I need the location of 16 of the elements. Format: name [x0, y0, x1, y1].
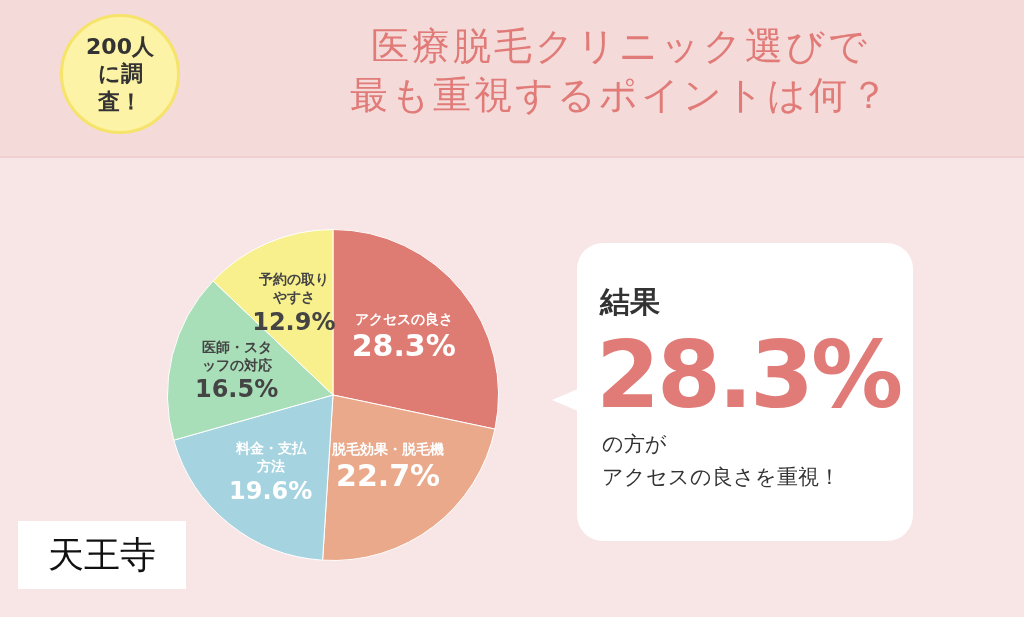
text: 28.3% [596, 322, 901, 429]
slice-label: アクセスの良さ [354, 311, 453, 328]
text: 天王寺 [18, 521, 186, 589]
data-label: 19.6% [229, 476, 313, 505]
text: 結果 [600, 283, 660, 321]
chart-subtitle: 200人に調査！ [85, 32, 155, 116]
slice-label: 医師・スタッフの対応 [201, 338, 272, 373]
slice-label: 料金・支払方法 [234, 439, 307, 474]
text: アクセスの良さを重視！ [602, 464, 840, 491]
text: 医療脱毛クリニック選びで最も重視するポイントは何？ [348, 23, 892, 120]
slice-label: 予約の取りやすさ [257, 271, 329, 306]
data-label: 16.5% [194, 375, 279, 404]
slice-label: 脱毛効果・脱毛機 [331, 441, 445, 458]
text: の方が [602, 431, 667, 458]
data-label: 28.3% [351, 328, 456, 364]
data-label: 22.7% [336, 458, 441, 494]
